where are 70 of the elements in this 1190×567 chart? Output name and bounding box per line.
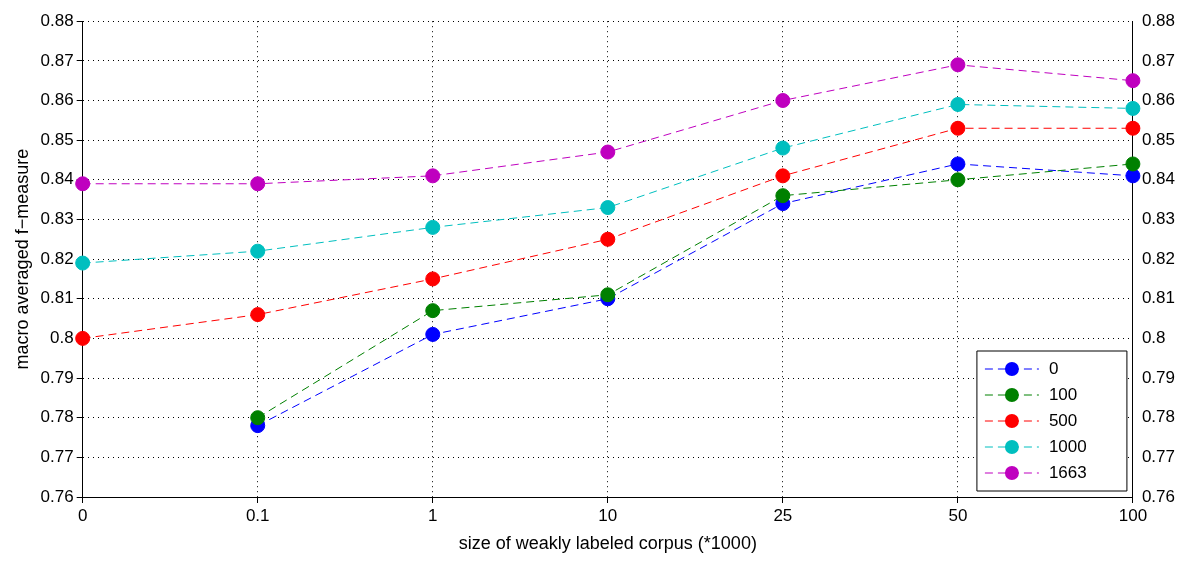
point bbox=[1125, 120, 1141, 136]
y-tick-label: 0.77 bbox=[40, 447, 74, 467]
x-tick-label: 100 bbox=[1118, 505, 1148, 525]
point bbox=[1125, 73, 1141, 89]
point bbox=[425, 168, 441, 184]
legend-label: 1663 bbox=[1048, 462, 1087, 482]
point bbox=[250, 176, 266, 192]
y-tick-label: 0.79 bbox=[40, 367, 74, 387]
point bbox=[250, 410, 266, 426]
x-tick-label: 0.1 bbox=[245, 505, 270, 525]
y-tick-label: 0.84 bbox=[40, 169, 74, 189]
legend-label: 100 bbox=[1048, 384, 1078, 404]
point bbox=[775, 140, 791, 156]
y2-tick-label: 0.76 bbox=[1141, 486, 1176, 506]
y2-tick-label: 0.78 bbox=[1141, 407, 1176, 427]
point bbox=[75, 176, 91, 192]
legend-label: 0 bbox=[1048, 358, 1059, 378]
y-tick-label: 0.88 bbox=[40, 10, 74, 30]
point bbox=[600, 231, 616, 247]
x-tick-label: 0 bbox=[77, 505, 88, 525]
y-tick-label: 0.81 bbox=[40, 288, 74, 308]
point bbox=[1125, 100, 1141, 116]
point bbox=[1125, 168, 1141, 184]
point bbox=[950, 96, 966, 112]
point bbox=[950, 120, 966, 136]
point bbox=[425, 271, 441, 287]
y2-tick-label: 0.88 bbox=[1141, 10, 1176, 30]
point bbox=[600, 287, 616, 303]
point bbox=[1125, 156, 1141, 172]
y2-tick-label: 0.77 bbox=[1141, 447, 1176, 467]
y-tick-label: 0.85 bbox=[40, 129, 74, 149]
point bbox=[950, 156, 966, 172]
point bbox=[950, 172, 966, 188]
y-tick-label: 0.8 bbox=[50, 328, 74, 348]
y2-tick-label: 0.79 bbox=[1141, 367, 1176, 387]
y-tick-label: 0.76 bbox=[40, 486, 74, 506]
y-tick-label: 0.83 bbox=[40, 209, 74, 229]
x-tick-label: 50 bbox=[948, 505, 968, 525]
x-tick-label: 1 bbox=[428, 505, 438, 525]
y2-tick-label: 0.8 bbox=[1141, 328, 1166, 348]
x-tick-label: 10 bbox=[598, 505, 618, 525]
point bbox=[775, 93, 791, 108]
point bbox=[600, 200, 616, 216]
point bbox=[600, 144, 616, 160]
point bbox=[425, 219, 441, 235]
point bbox=[75, 330, 91, 346]
point bbox=[425, 326, 441, 342]
y2-tick-label: 0.87 bbox=[1141, 50, 1176, 70]
y-tick-label: 0.82 bbox=[40, 248, 74, 268]
y-tick-label: 0.86 bbox=[40, 90, 74, 110]
point bbox=[250, 243, 266, 259]
y-tick-label: 0.78 bbox=[40, 407, 74, 427]
legend-label: 500 bbox=[1048, 410, 1078, 430]
y-axis-title: macro averaged f−measure bbox=[11, 148, 32, 370]
point bbox=[250, 307, 266, 323]
y-tick-label: 0.87 bbox=[40, 50, 74, 70]
y2-tick-label: 0.83 bbox=[1141, 209, 1176, 229]
legend-label: 1000 bbox=[1048, 436, 1087, 456]
point bbox=[425, 303, 441, 319]
y2-tick-label: 0.82 bbox=[1141, 248, 1176, 268]
y2-tick-label: 0.81 bbox=[1141, 288, 1176, 308]
point bbox=[775, 188, 791, 204]
y2-tick-label: 0.85 bbox=[1141, 129, 1176, 149]
point bbox=[950, 57, 966, 73]
x-tick-label: 25 bbox=[773, 505, 793, 525]
point bbox=[75, 255, 91, 271]
y2-tick-label: 0.86 bbox=[1141, 90, 1176, 110]
y2-tick-label: 0.84 bbox=[1141, 169, 1176, 189]
point bbox=[775, 168, 791, 184]
x-axis-title: size of weakly labeled corpus (*1000) bbox=[458, 533, 757, 554]
